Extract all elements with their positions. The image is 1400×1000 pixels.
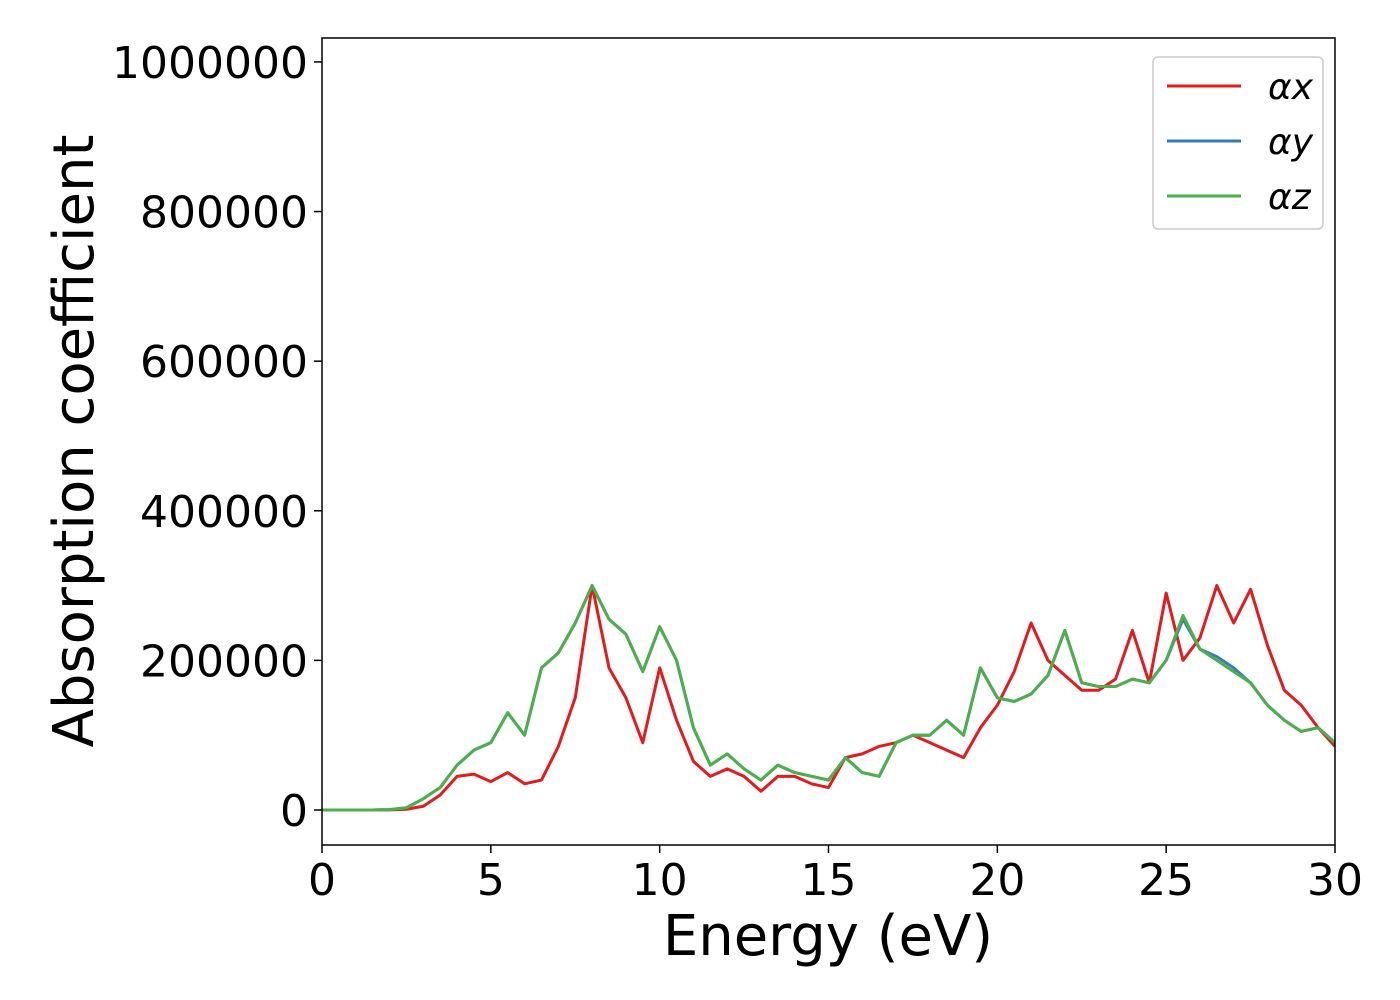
- y-axis-label: Absorption coefficient: [42, 135, 107, 748]
- series-line: [322, 584, 1335, 812]
- x-tick-label: 10: [632, 855, 688, 906]
- x-tick-label: 0: [308, 855, 336, 906]
- y-tick-label: 800000: [140, 188, 308, 239]
- y-tick-label: 400000: [140, 487, 308, 538]
- plot-frame: [321, 37, 1336, 846]
- x-tick-label: 5: [477, 855, 505, 906]
- x-tick-label: 15: [801, 855, 857, 906]
- legend-label: αz: [1268, 177, 1312, 218]
- x-tick-label: 30: [1307, 855, 1363, 906]
- x-axis-label: Energy (eV): [663, 904, 993, 969]
- legend-box: [1152, 56, 1324, 230]
- y-tick-label: 200000: [140, 636, 308, 687]
- legend-label: αx: [1268, 67, 1314, 108]
- x-tick-label: 20: [969, 855, 1025, 906]
- x-tick-label: 25: [1138, 855, 1194, 906]
- y-tick-label: 600000: [140, 337, 308, 388]
- y-tick-label: 1000000: [112, 38, 308, 89]
- y-tick-label: 0: [280, 786, 308, 837]
- series-line: [322, 584, 1335, 812]
- legend-label: αy: [1268, 122, 1314, 163]
